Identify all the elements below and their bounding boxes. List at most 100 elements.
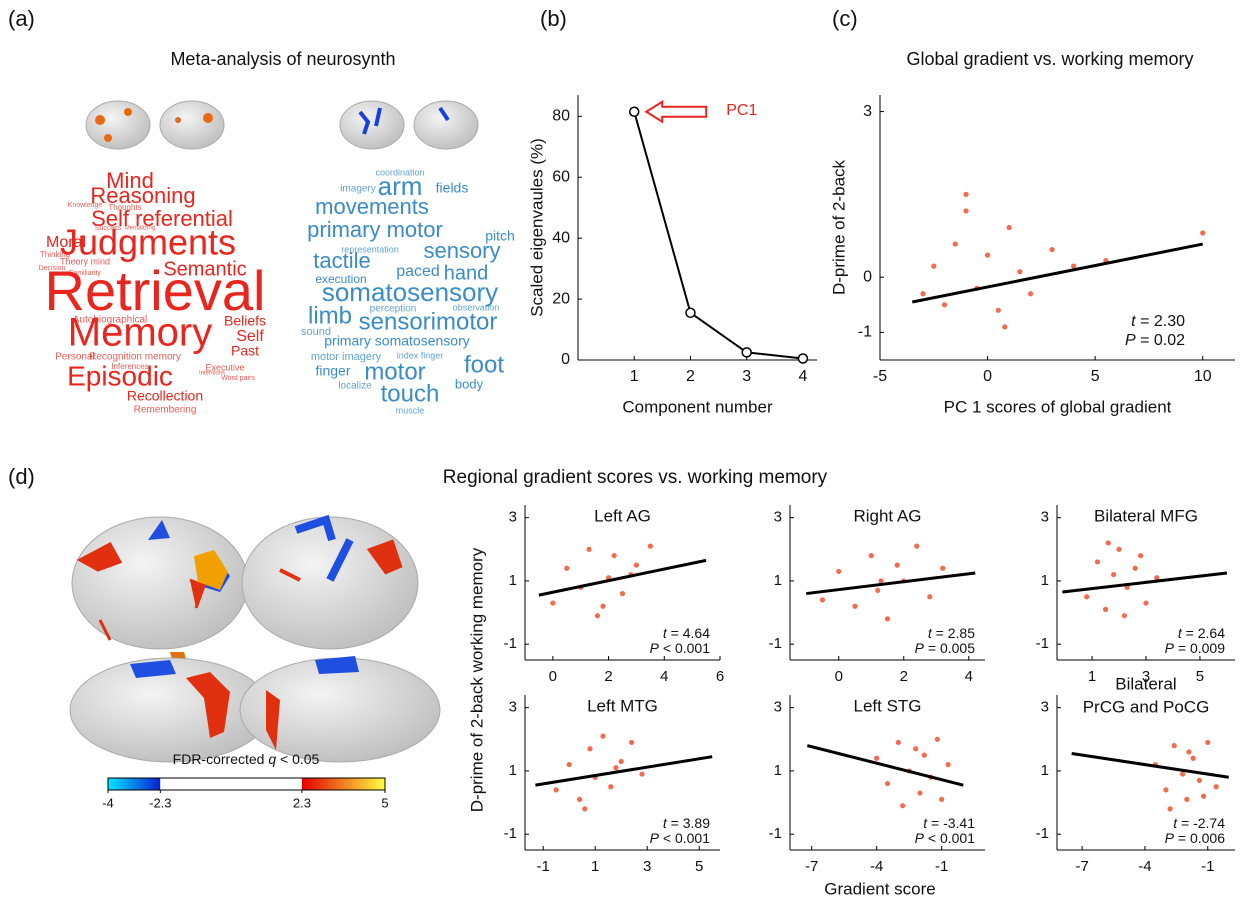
x-tick-label: 1 [630, 368, 639, 385]
word: Intentions [199, 371, 225, 377]
point [612, 553, 617, 558]
y-axis-label: D-prime of 2-back [829, 159, 848, 295]
x-tick-label: 2 [900, 668, 908, 685]
chart-title: Bilateral [1115, 674, 1176, 693]
point [577, 797, 582, 802]
annotation-arrow [646, 102, 706, 122]
point [1200, 230, 1205, 235]
point [885, 616, 890, 621]
x-tick-label: 5 [1091, 368, 1100, 385]
stat-label: P < 0.001 [650, 640, 711, 656]
word: tactile [313, 248, 370, 273]
stat-text: = 2.85 [932, 625, 975, 641]
point [953, 241, 958, 246]
x-tick-label: -1 [1201, 858, 1214, 875]
y-axis-label: Scaled eigenvaules (%) [527, 138, 546, 317]
word: Decision [39, 265, 66, 272]
stat-text: = 0.009 [1174, 640, 1225, 656]
y-tick-label: 1 [509, 762, 517, 779]
fit-line [912, 244, 1202, 302]
word: localize [338, 381, 372, 392]
point [554, 787, 559, 792]
point [895, 563, 900, 568]
x-tick-label: 2 [604, 668, 612, 685]
point [920, 291, 925, 296]
point [946, 762, 951, 767]
stat-text: = 2.30 [1136, 313, 1185, 330]
point [619, 759, 624, 764]
stat-label: t = -3.41 [923, 815, 975, 831]
point [1103, 607, 1108, 612]
word: Autobiographical [73, 315, 148, 326]
x-axis-label: Gradient score [824, 879, 936, 898]
word: foot [464, 351, 504, 378]
point [564, 566, 569, 571]
chart-title: Left MTG [587, 696, 658, 715]
y-tick-label: 3 [1041, 509, 1049, 526]
point [1167, 806, 1172, 811]
colorbar-segment [302, 778, 385, 790]
label-part: < 0.05 [276, 751, 319, 767]
fit-line [539, 560, 706, 595]
point [1180, 771, 1185, 776]
x-tick-label: 4 [660, 668, 668, 685]
point [1143, 600, 1148, 605]
stat-text: = 4.64 [667, 625, 710, 641]
stat-label: t = -2.74 [1173, 815, 1225, 831]
point [1205, 740, 1210, 745]
label-part: q [268, 751, 276, 767]
point [742, 348, 751, 357]
word: observation [453, 302, 500, 312]
y-tick-label: -1 [1036, 635, 1049, 652]
x-tick-label: 3 [643, 858, 651, 875]
line [634, 112, 803, 359]
y-tick-label: 1 [774, 572, 782, 589]
panel-label: (d) [8, 464, 35, 489]
x-tick-label: 5 [695, 858, 703, 875]
point [1122, 613, 1127, 618]
stat-label: P = 0.005 [915, 640, 976, 656]
stat-symbol: P [1125, 332, 1136, 349]
point [1201, 794, 1206, 799]
x-tick-label: 0 [835, 668, 843, 685]
point [1084, 594, 1089, 599]
point [900, 803, 905, 808]
point [869, 553, 874, 558]
chart-title: Global gradient vs. working memory [906, 49, 1193, 69]
panel-label: (c) [832, 6, 858, 31]
stat-text: = -3.41 [927, 815, 975, 831]
y-tick-label: 1 [509, 572, 517, 589]
panel-label: (b) [540, 6, 567, 31]
y-tick-label: 3 [1041, 699, 1049, 716]
word: movements [315, 194, 429, 219]
word: Familiarity [69, 270, 101, 277]
y-tick-label: 0 [863, 268, 872, 285]
stat-label: t = 2.64 [1178, 625, 1225, 641]
word: Reasoning [90, 183, 195, 208]
chart-title: Right AG [853, 506, 921, 525]
point [985, 253, 990, 258]
wordcloud-title: Meta-analysis of neurosynth [170, 49, 395, 69]
stat-label: t = 3.89 [663, 815, 710, 831]
y-tick-label: 1 [774, 762, 782, 779]
fit-line [1072, 754, 1229, 778]
point [820, 597, 825, 602]
x-tick-label: 5 [1196, 668, 1204, 685]
word: Beliefs [224, 313, 266, 329]
point [935, 737, 940, 742]
stat-text: = 2.64 [1182, 625, 1225, 641]
x-tick-label: -4 [870, 858, 883, 875]
point [686, 308, 695, 317]
stat-text: = 0.005 [924, 640, 975, 656]
fit-line [806, 573, 975, 594]
point [1214, 784, 1219, 789]
word: Remembering [134, 405, 197, 416]
y-tick-label: -1 [504, 635, 517, 652]
colorbar-segment [108, 778, 160, 790]
point [963, 208, 968, 213]
point [896, 740, 901, 745]
y-tick-label: -1 [769, 635, 782, 652]
y-tick-label: -1 [1036, 825, 1049, 842]
word: Recognition memory [89, 352, 181, 363]
colorbar-segment [160, 778, 302, 790]
